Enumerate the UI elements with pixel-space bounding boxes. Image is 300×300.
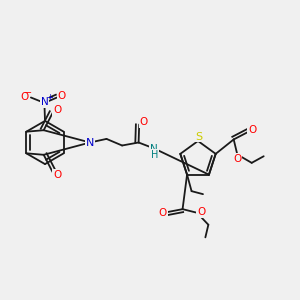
Text: O: O [53,105,61,115]
Text: S: S [196,131,203,142]
Text: O: O [57,91,66,101]
Text: O: O [159,208,167,218]
Text: O: O [21,92,29,102]
Text: O: O [197,207,205,217]
Text: N: N [150,144,158,154]
Text: H: H [151,149,158,160]
Text: O: O [233,154,242,164]
Text: N: N [86,137,94,148]
Text: N: N [40,97,48,107]
Text: O: O [53,170,61,180]
Text: −: − [24,88,33,98]
Text: O: O [248,125,256,135]
Text: O: O [140,117,148,127]
Text: +: + [46,93,53,102]
